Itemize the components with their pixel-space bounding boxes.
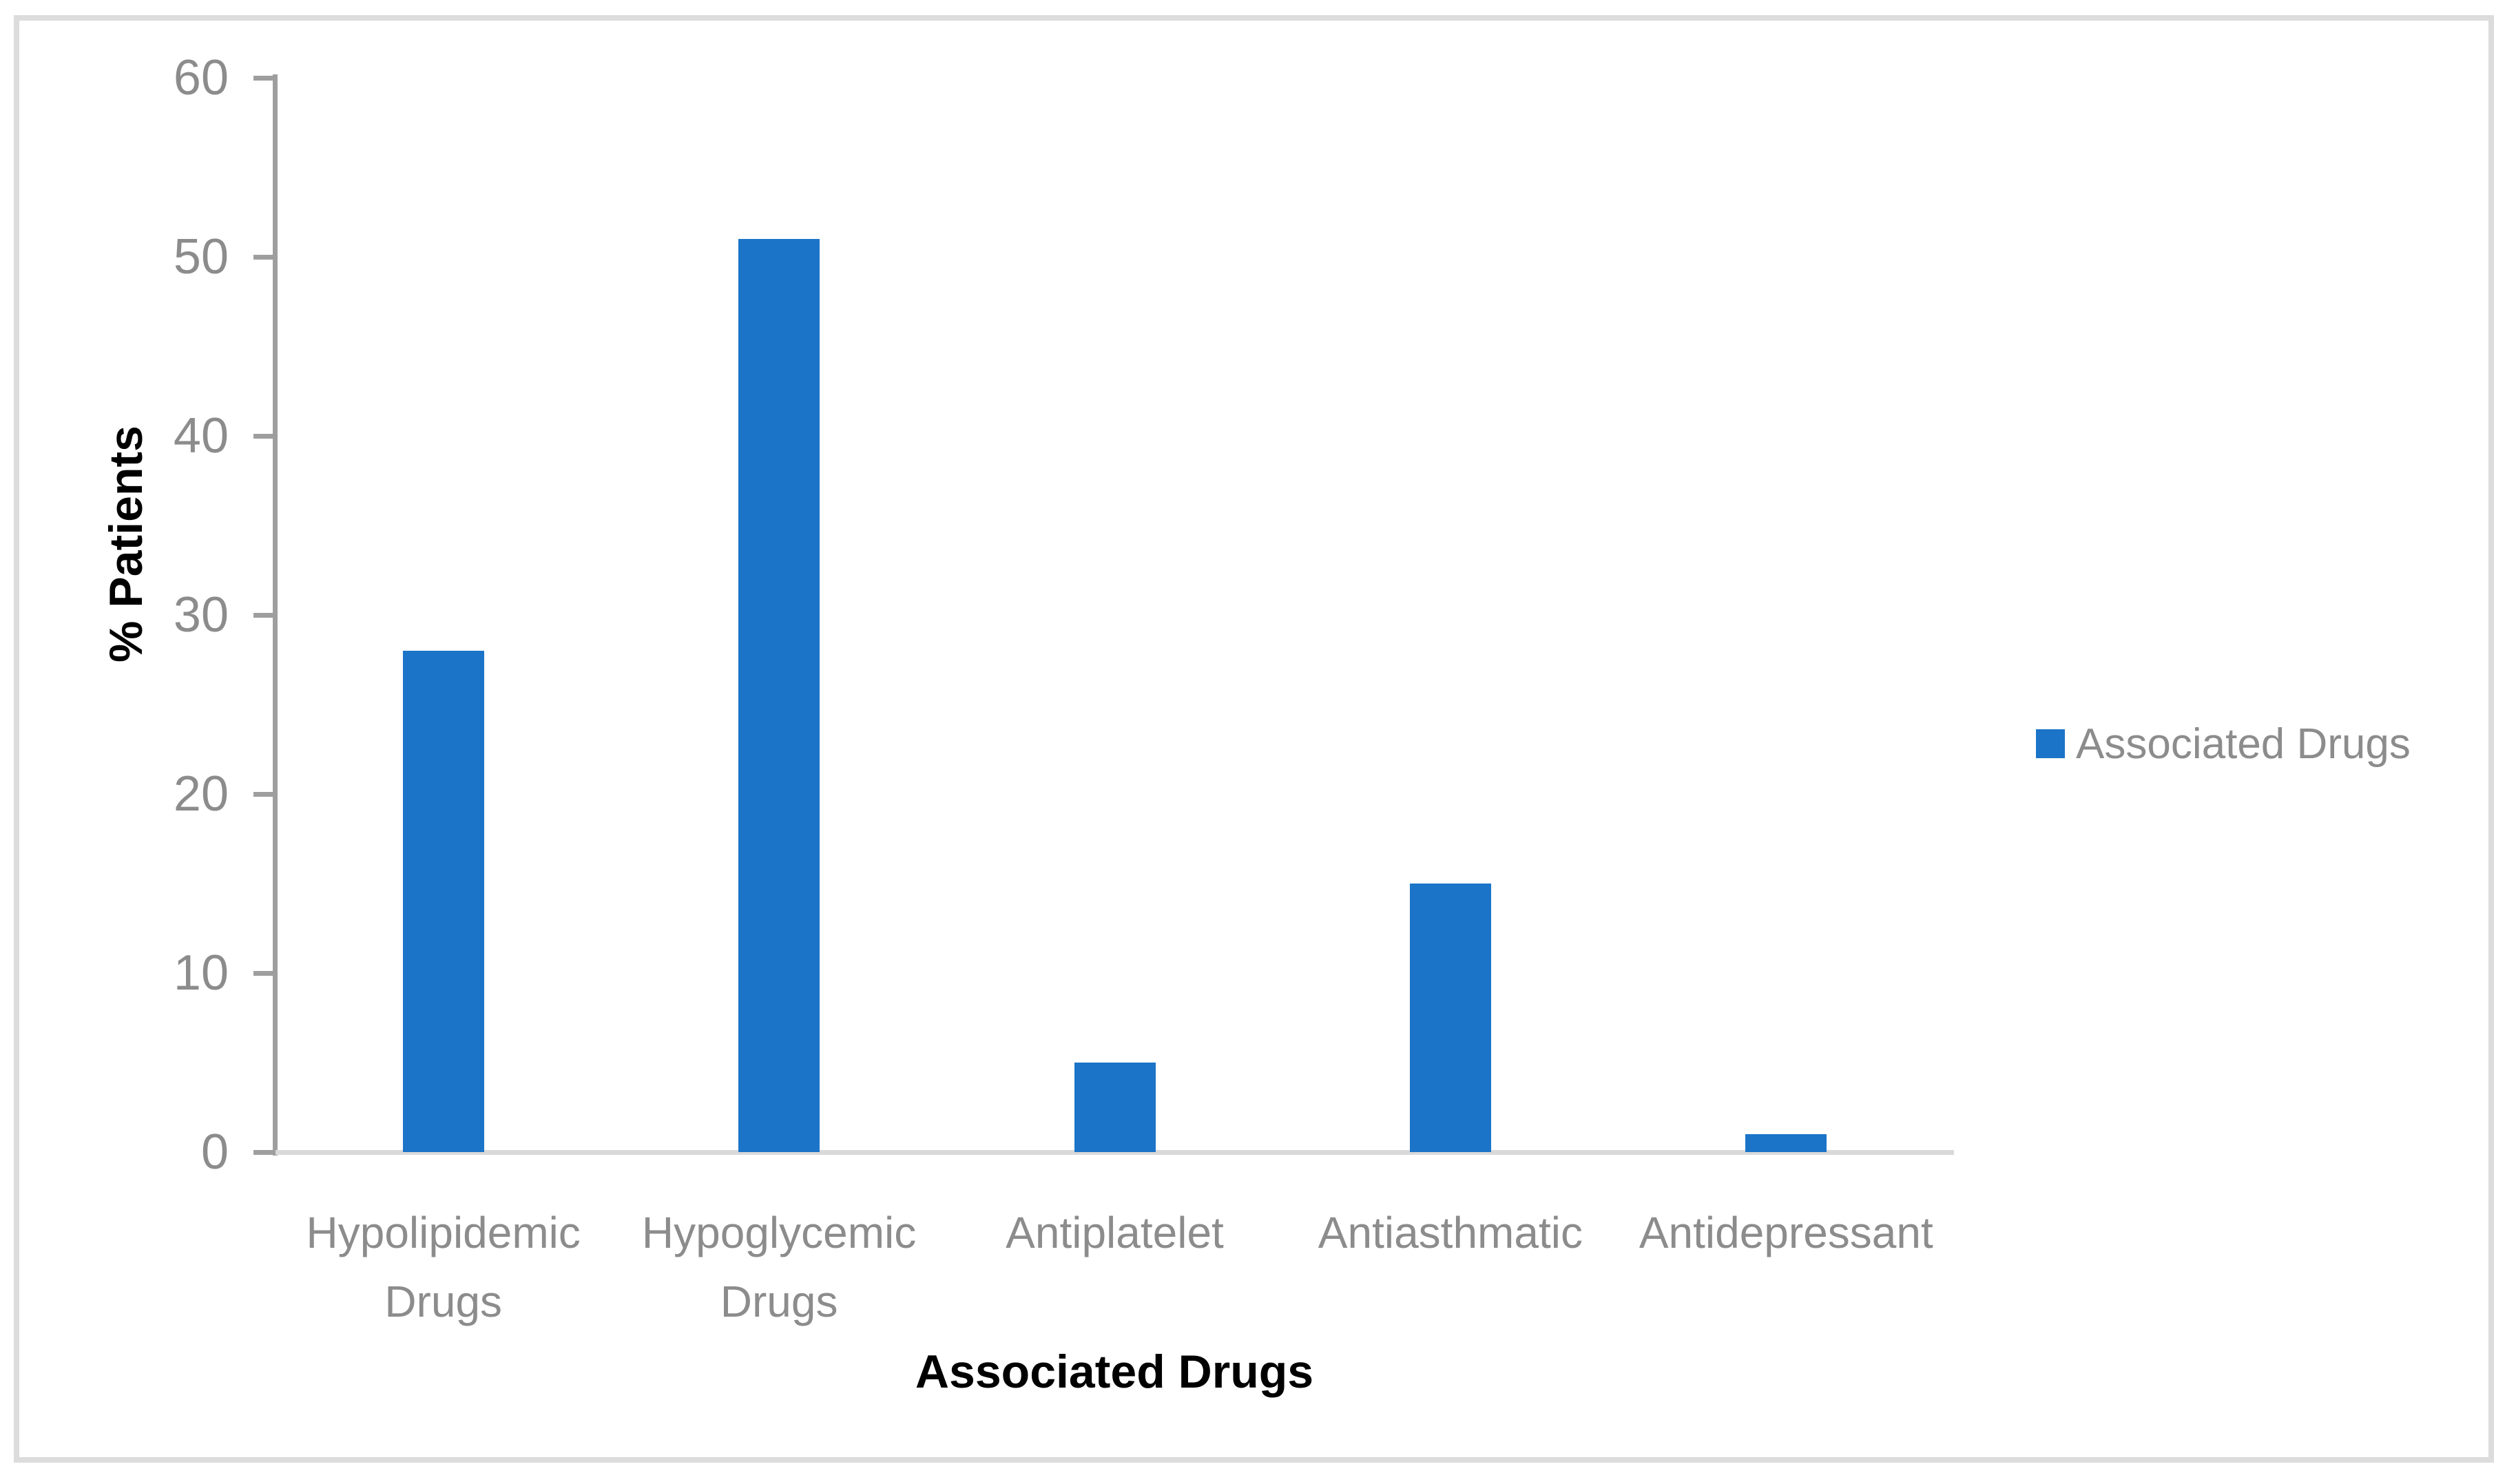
category-label-line: Antidepressant [1639, 1208, 1933, 1257]
y-tick-label-0: 0 [200, 1125, 229, 1180]
bar-antidepressant [1745, 1134, 1827, 1152]
y-tick-label-20: 20 [173, 766, 229, 822]
category-label-antidepressant: Antidepressant [1619, 1198, 1954, 1267]
bar-hypoglycemic-drugs [738, 239, 820, 1152]
y-tick-label-50: 50 [173, 229, 229, 284]
y-tick-label-10: 10 [173, 945, 229, 1001]
y-axis-line [273, 74, 278, 1156]
y-tick-mark-40 [253, 434, 274, 439]
category-label-line: Antiasthmatic [1318, 1208, 1583, 1257]
legend: Associated Drugs [2036, 713, 2411, 775]
y-tick-label-40: 40 [173, 408, 229, 463]
bar-antiasthmatic [1409, 884, 1491, 1152]
category-label-line: Hypolipidemic [306, 1208, 581, 1257]
y-tick-label-60: 60 [173, 50, 229, 105]
category-label-antiasthmatic: Antiasthmatic [1282, 1198, 1618, 1267]
legend-swatch [2036, 729, 2065, 758]
category-label-line: Drugs [384, 1277, 503, 1326]
chart-frame-border [14, 15, 2494, 1463]
y-tick-label-30: 30 [173, 587, 229, 642]
y-tick-mark-10 [253, 971, 274, 976]
bar-antiplatelet [1074, 1063, 1156, 1152]
category-label-antiplatelet: Antiplatelet [947, 1198, 1282, 1267]
y-tick-mark-60 [253, 76, 274, 81]
y-tick-mark-30 [253, 613, 274, 618]
category-label-line: Antiplatelet [1006, 1208, 1224, 1257]
category-label-line: Hypoglycemic [641, 1208, 917, 1257]
category-label-hypolipidemic-drugs: Hypolipidemic Drugs [275, 1198, 611, 1336]
bar-hypolipidemic-drugs [402, 651, 484, 1152]
category-label-hypoglycemic-drugs: Hypoglycemic Drugs [611, 1198, 946, 1336]
x-axis-title: Associated Drugs [915, 1346, 1314, 1398]
x-axis-baseline [275, 1150, 1954, 1155]
y-tick-mark-50 [253, 255, 274, 260]
y-tick-mark-0 [253, 1150, 274, 1155]
legend-label: Associated Drugs [2076, 720, 2411, 768]
y-tick-mark-20 [253, 792, 274, 797]
category-label-line: Drugs [720, 1277, 838, 1326]
